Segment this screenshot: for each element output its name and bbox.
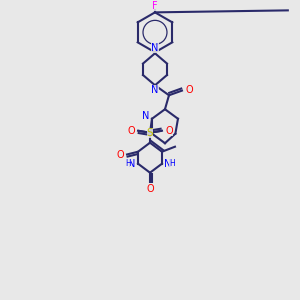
- Text: N: N: [142, 111, 150, 121]
- Text: O: O: [185, 85, 193, 95]
- Text: S: S: [147, 128, 153, 138]
- Text: N: N: [164, 159, 172, 169]
- Text: N: N: [151, 85, 159, 95]
- Text: O: O: [146, 184, 154, 194]
- Text: O: O: [165, 126, 173, 136]
- Text: H: H: [125, 159, 131, 168]
- Text: H: H: [169, 159, 175, 168]
- Text: N: N: [128, 159, 136, 169]
- Text: F: F: [152, 2, 158, 11]
- Text: O: O: [116, 150, 124, 160]
- Text: O: O: [127, 126, 135, 136]
- Text: N: N: [151, 43, 159, 53]
